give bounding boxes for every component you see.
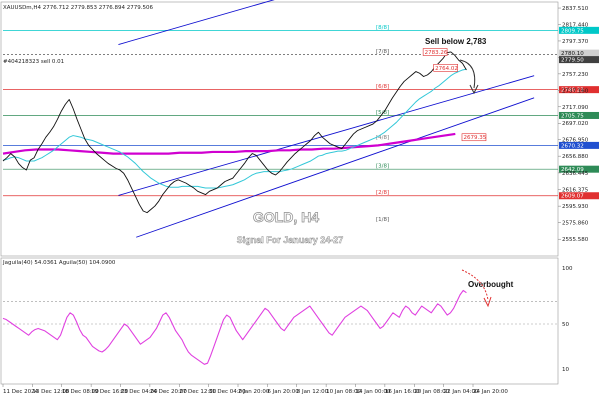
price-tag-text: 2780.10 — [561, 51, 584, 57]
markers-layer: 2783.26 2764.02 2679.35 — [422, 48, 487, 142]
y-tick-label: 2697.020 — [562, 121, 589, 127]
price-layer — [2, 51, 467, 214]
y-tick-label: 2656.880 — [562, 154, 589, 160]
x-tick-label: 10 Jan 08:00 — [326, 389, 361, 395]
price-marker-box — [433, 64, 458, 72]
sma-layer — [2, 132, 456, 155]
ema-layer — [2, 68, 467, 189]
x-tick-label: 22 Jan 04:00 — [444, 389, 479, 395]
sell-annotation: Sell below 2,783 — [425, 37, 487, 46]
price-marker-box — [422, 48, 448, 56]
y-tick-label: 2676.950 — [562, 138, 589, 144]
sma-200-line — [2, 132, 456, 155]
level-value-tag-text: 2642.09 — [561, 167, 584, 173]
x-tick-label: 23 Dec 04:00 — [121, 389, 158, 395]
price-tag-text: 2779.50 — [561, 58, 584, 64]
levels-layer: [8/8]2809.75[7/8][6/8]2740.23[5/8]2705.7… — [3, 25, 599, 223]
level-value-tag — [559, 141, 599, 149]
overbought-annotation: Overbought — [468, 280, 514, 289]
x-tick-label: 11 Dec 2024 — [3, 389, 39, 395]
x-tick-label: 18 Dec 08:00 — [62, 389, 99, 395]
watermark-subtitle: Signal For January 24-27 — [237, 235, 344, 245]
y-tick-label: 2575.860 — [562, 221, 589, 227]
price-marker-label: 2679.35 — [463, 135, 486, 141]
indicator-header: Jaguila(40) 54.0361 Aguila(50) 104.0900 — [2, 260, 116, 266]
y-tick-label: 2757.230 — [562, 72, 589, 78]
price-tag — [559, 49, 599, 57]
level-value-tag — [559, 165, 599, 173]
sell-arrow — [459, 59, 476, 89]
x-tick-label: 6 Jan 20:00 — [267, 389, 299, 395]
y-tick-label: 2817.440 — [562, 22, 589, 28]
level-label: [7/8] — [376, 49, 389, 55]
overbought-arrow — [461, 269, 489, 301]
level-label: [1/8] — [376, 217, 389, 223]
indicator-line — [2, 289, 467, 365]
price-marker-label: 2783.26 — [425, 50, 448, 56]
level-label: [2/8] — [376, 190, 389, 196]
price-marker-label: 2764.02 — [435, 66, 458, 72]
x-tick-label: 8 Jan 12:00 — [297, 389, 329, 395]
level-value-tag-text: 2705.75 — [561, 113, 584, 119]
y-tick-label: 2717.090 — [562, 105, 589, 111]
level-value-tag — [559, 111, 599, 119]
y-tick-label: 2595.930 — [562, 204, 589, 210]
y-tick-label: 2737.160 — [562, 88, 589, 94]
channel-line-middle — [118, 75, 535, 196]
x-tick-label: 31 Dec 04:00 — [209, 389, 246, 395]
watermark-title: GOLD, H4 — [253, 209, 319, 225]
x-tick-label: 14 Jan 00:00 — [356, 389, 391, 395]
level-value-tag-text: 2809.75 — [561, 28, 584, 34]
level-label: [3/8] — [376, 164, 389, 170]
channel-line-lower — [136, 97, 535, 238]
symbol-header: XAUUSDm,H4 2776.712 2779.853 2776.894 27… — [3, 5, 154, 11]
x-tick-label: 19 Dec 16:00 — [91, 389, 128, 395]
y-tick-label: 2555.580 — [562, 237, 589, 243]
x-tick-label: 24 Jan 20:00 — [473, 389, 508, 395]
level-value-tag — [559, 192, 599, 200]
order-label: #404218323 sell 0.01 — [3, 59, 64, 65]
indicator-tick-label: 100 — [562, 266, 573, 272]
y-tick-label: 2636.445 — [562, 171, 589, 177]
x-tick-label: 13 Dec 12:00 — [32, 389, 69, 395]
ema-21-line — [2, 68, 467, 189]
level-label: [4/8] — [376, 135, 389, 141]
x-tick-label: 24 Dec 20:00 — [150, 389, 187, 395]
x-tick-label: 27 Dec 12:00 — [179, 389, 216, 395]
indicator-tick-label: 50 — [562, 322, 569, 328]
price-line — [2, 51, 467, 214]
indicator-tick-label: 10 — [562, 367, 569, 373]
level-value-tag-text: 2670.32 — [561, 143, 584, 149]
overbought-arrow-head — [483, 296, 492, 308]
price-marker-box — [461, 133, 487, 142]
y-tick-label: 2837.510 — [562, 6, 589, 12]
indicator-layer: 100 50 10 — [2, 266, 573, 373]
y-tick-label: 2797.370 — [562, 39, 589, 45]
level-value-tag — [559, 26, 599, 34]
level-value-tag-text: 2609.07 — [561, 194, 584, 200]
sell-arrow-head — [469, 84, 479, 95]
level-label: [6/8] — [376, 84, 389, 90]
level-label: [8/8] — [376, 25, 389, 31]
x-tick-label: 16 Jan 16:00 — [385, 389, 420, 395]
main-pane-frame — [0, 1, 559, 257]
channel-line-upper — [118, 0, 275, 45]
indicator-pane-frame — [0, 257, 559, 385]
price-axis: 2837.5102817.4402797.3702777.3002757.230… — [558, 6, 599, 243]
channel-layer — [118, 0, 535, 238]
price-tag — [559, 56, 599, 64]
x-tick-label: 20 Jan 08:00 — [414, 389, 449, 395]
y-tick-label: 2616.375 — [562, 187, 589, 193]
level-value-tag-text: 2740.23 — [561, 88, 584, 94]
level-value-tag — [559, 86, 599, 94]
x-tick-label: 2 Jan 20:00 — [238, 389, 270, 395]
